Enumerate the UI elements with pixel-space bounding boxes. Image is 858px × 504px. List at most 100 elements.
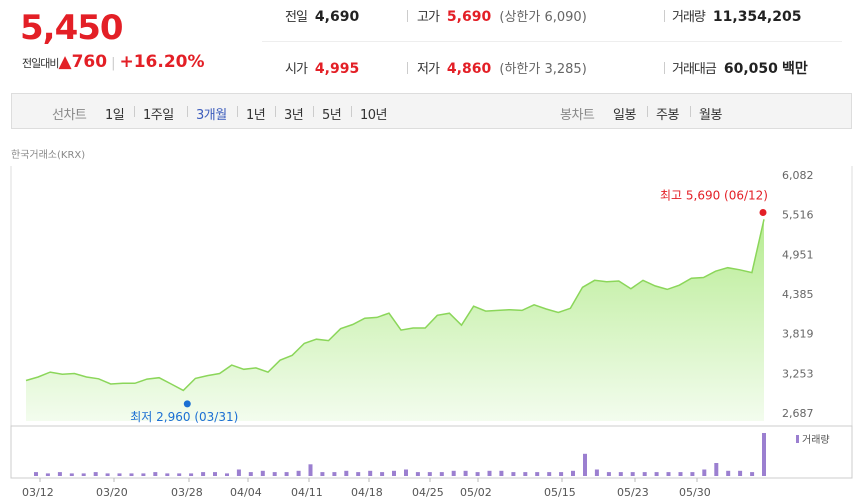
tab-divider (187, 106, 188, 117)
volume-bar (356, 472, 361, 476)
tab-5y[interactable]: 5년 (322, 108, 342, 123)
stat-prev-close: 전일 4,690 (285, 6, 359, 25)
tab-daily[interactable]: 일봉 (613, 108, 636, 123)
chart-tab-bar: 선차트 1일 1주일 3개월 1년 3년 5년 10년 봉차트 일봉 주봉 월봉 (11, 93, 852, 129)
tab-divider (237, 106, 238, 117)
y-tick-label: 2,687 (782, 407, 814, 420)
x-tick-label: 05/23 (617, 486, 649, 499)
tab-1d[interactable]: 1일 (105, 108, 125, 123)
tab-divider (647, 106, 648, 117)
high-annotation: 최고 5,690 (06/12) (660, 188, 768, 202)
volume-legend-swatch (796, 435, 799, 443)
stat-divider (407, 10, 408, 22)
stat-value: 4,995 (314, 61, 360, 77)
volume-bar (666, 472, 671, 476)
data-source: 한국거래소(KRX) (11, 150, 86, 161)
volume-bar (463, 470, 468, 476)
volume-bar (380, 472, 385, 476)
volume-bar (535, 472, 540, 476)
volume-bar (427, 472, 432, 476)
volume-bar (415, 472, 420, 476)
volume-bar (654, 472, 659, 476)
x-tick-label: 04/18 (351, 486, 383, 499)
volume-bar (738, 470, 743, 476)
x-tick-label: 04/25 (412, 486, 444, 499)
stat-divider (664, 10, 665, 22)
change-percent: +16.20% (119, 52, 205, 72)
line-chart-label: 선차트 (52, 108, 87, 123)
volume-bar (583, 453, 587, 476)
tab-3y[interactable]: 3년 (284, 108, 304, 123)
volume-bar (762, 433, 766, 476)
volume-bar (69, 473, 74, 476)
volume-bar (630, 472, 635, 476)
volume-bar (618, 472, 623, 476)
x-tick-label: 04/11 (291, 486, 323, 499)
change-label: 전일대비 (22, 57, 59, 70)
tab-10y[interactable]: 10년 (360, 108, 388, 123)
stat-label: 전일 (285, 10, 308, 25)
stat-sub-label: 하한가 (504, 62, 541, 77)
stat-unit: 백만 (782, 61, 808, 77)
stat-label: 저가 (417, 62, 440, 77)
stat-label: 고가 (417, 10, 440, 25)
volume-bar (392, 470, 396, 476)
tab-weekly[interactable]: 주봉 (656, 108, 679, 123)
volume-bar (105, 473, 110, 476)
volume-bar (213, 472, 217, 476)
volume-bar (523, 472, 528, 476)
x-tick-label: 03/12 (22, 486, 54, 499)
volume-bar (308, 464, 313, 476)
stat-value: 4,690 (314, 9, 360, 25)
x-tick-label: 03/28 (171, 486, 203, 499)
volume-bar (296, 470, 301, 476)
volume-bar (487, 470, 492, 476)
volume-bar (642, 472, 647, 476)
high-marker (759, 208, 767, 216)
up-arrow-icon: ▲ (58, 52, 72, 72)
change-separator: | (111, 56, 116, 71)
volume-legend-label: 거래량 (802, 434, 830, 446)
volume-bar (57, 472, 62, 476)
x-tick-label: 05/15 (544, 486, 576, 499)
volume-bar (141, 473, 146, 476)
volume-bar (594, 469, 599, 476)
tab-3m[interactable]: 3개월 (196, 108, 227, 123)
stat-value: 4,860 (446, 61, 492, 77)
volume-bar (702, 469, 707, 476)
stat-low: 저가 4,860 (하한가 3,285) (417, 61, 587, 77)
volume-bar (690, 472, 695, 476)
tab-divider (313, 106, 314, 117)
price-line (25, 219, 765, 392)
volume-bar (451, 470, 456, 476)
volume-bar (201, 472, 206, 476)
price-area (26, 219, 764, 421)
volume-bar (404, 469, 408, 476)
volume-bar (45, 473, 50, 476)
x-tick-label: 03/20 (96, 486, 128, 499)
volume-bar (236, 469, 241, 476)
stat-trade-value: 거래대금 60,050 백만 (672, 58, 808, 78)
stat-value: 5,690 (446, 9, 492, 25)
volume-bar (499, 470, 504, 476)
volume-bar (332, 472, 337, 476)
x-tick-label: 05/30 (679, 486, 711, 499)
stat-sub-label: 상한가 (504, 10, 541, 25)
volume-bar (225, 473, 229, 476)
volume-bar (117, 473, 122, 476)
stat-open: 시가 4,995 (285, 58, 359, 77)
stat-high: 고가 5,690 (상한가 6,090) (417, 9, 587, 25)
volume-bar (678, 472, 683, 476)
stats-divider (262, 41, 842, 42)
y-tick-label: 3,819 (782, 328, 814, 341)
volume-bar (475, 472, 480, 476)
volume-bar (165, 473, 170, 476)
volume-bar (81, 473, 86, 476)
tab-1y[interactable]: 1년 (246, 108, 266, 123)
volume-bar (177, 473, 182, 476)
tab-divider (351, 106, 352, 117)
tab-monthly[interactable]: 월봉 (699, 108, 722, 123)
stat-label: 시가 (285, 62, 308, 77)
tab-1w[interactable]: 1주일 (143, 108, 174, 123)
